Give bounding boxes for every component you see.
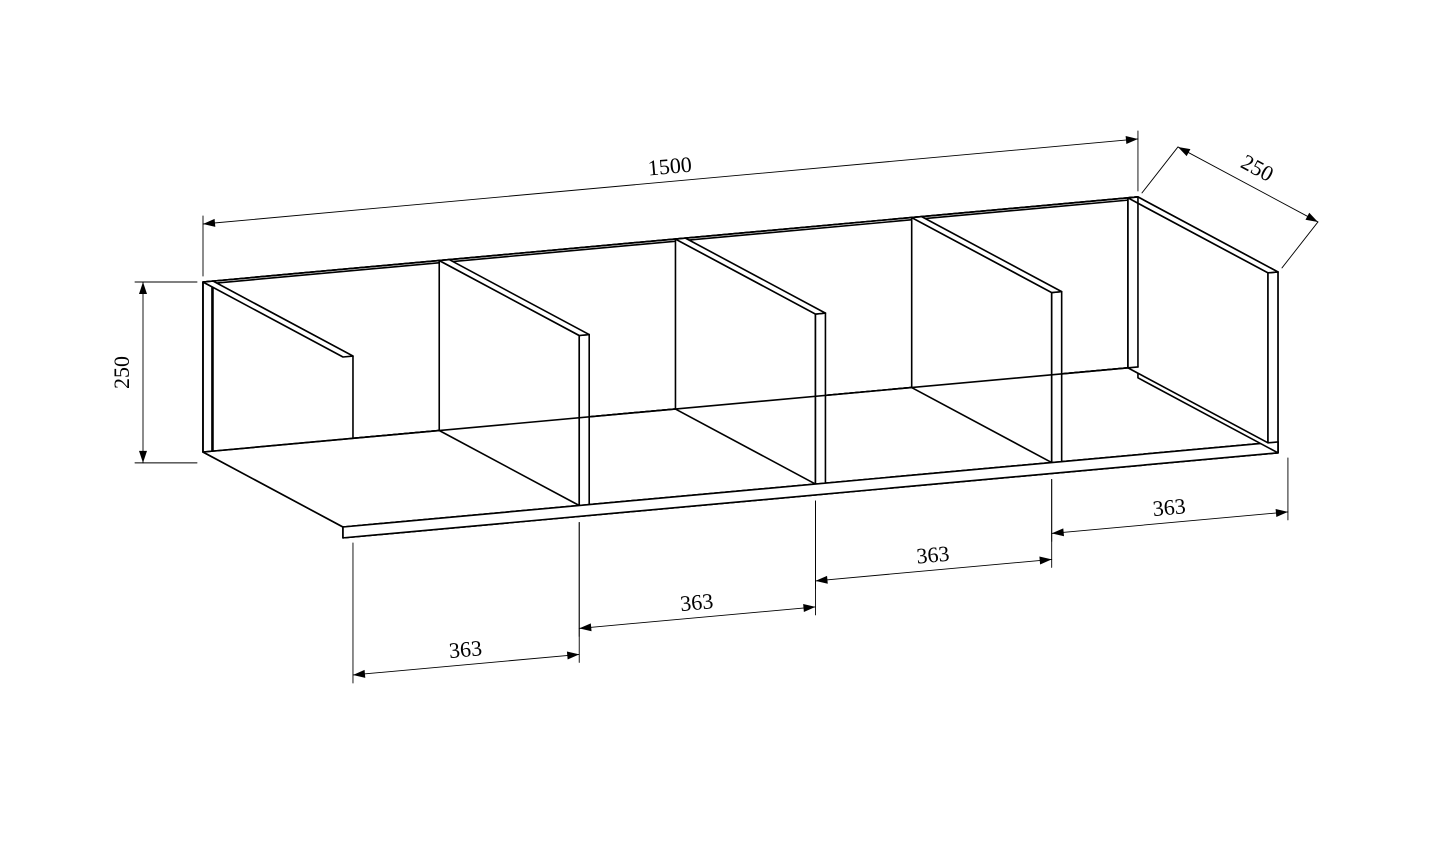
dim-height: 250 [109, 356, 134, 389]
dim-comp-1: 363 [679, 588, 714, 616]
dim-comp-3: 363 [1152, 493, 1187, 521]
dim-depth: 250 [1237, 149, 1278, 187]
dim-width: 1500 [647, 152, 693, 181]
dim-comp-2: 363 [915, 541, 950, 569]
shelf-drawing: 1500 250 250 363 363 363 363 [0, 0, 1429, 866]
dim-comp-0: 363 [448, 635, 483, 663]
shelf-geometry [203, 197, 1278, 538]
